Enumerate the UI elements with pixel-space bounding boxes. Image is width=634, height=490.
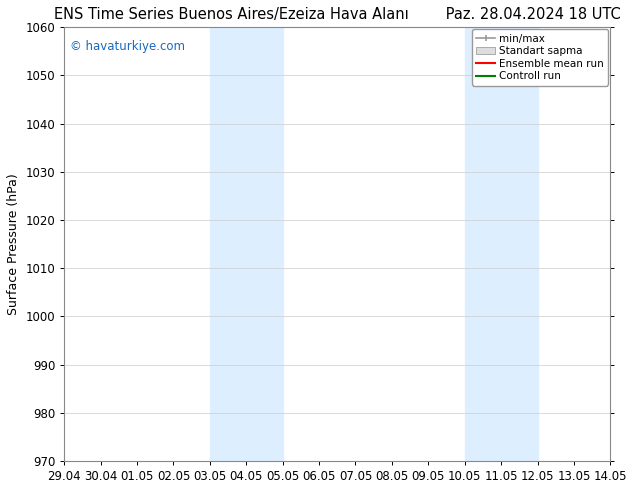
Legend: min/max, Standart sapma, Ensemble mean run, Controll run: min/max, Standart sapma, Ensemble mean r… bbox=[472, 29, 608, 86]
Title: ENS Time Series Buenos Aires/Ezeiza Hava Alanı        Paz. 28.04.2024 18 UTC: ENS Time Series Buenos Aires/Ezeiza Hava… bbox=[54, 7, 621, 22]
Bar bbox=[465, 27, 538, 461]
Y-axis label: Surface Pressure (hPa): Surface Pressure (hPa) bbox=[7, 173, 20, 315]
Text: © havaturkiye.com: © havaturkiye.com bbox=[70, 40, 184, 53]
Bar bbox=[210, 27, 283, 461]
